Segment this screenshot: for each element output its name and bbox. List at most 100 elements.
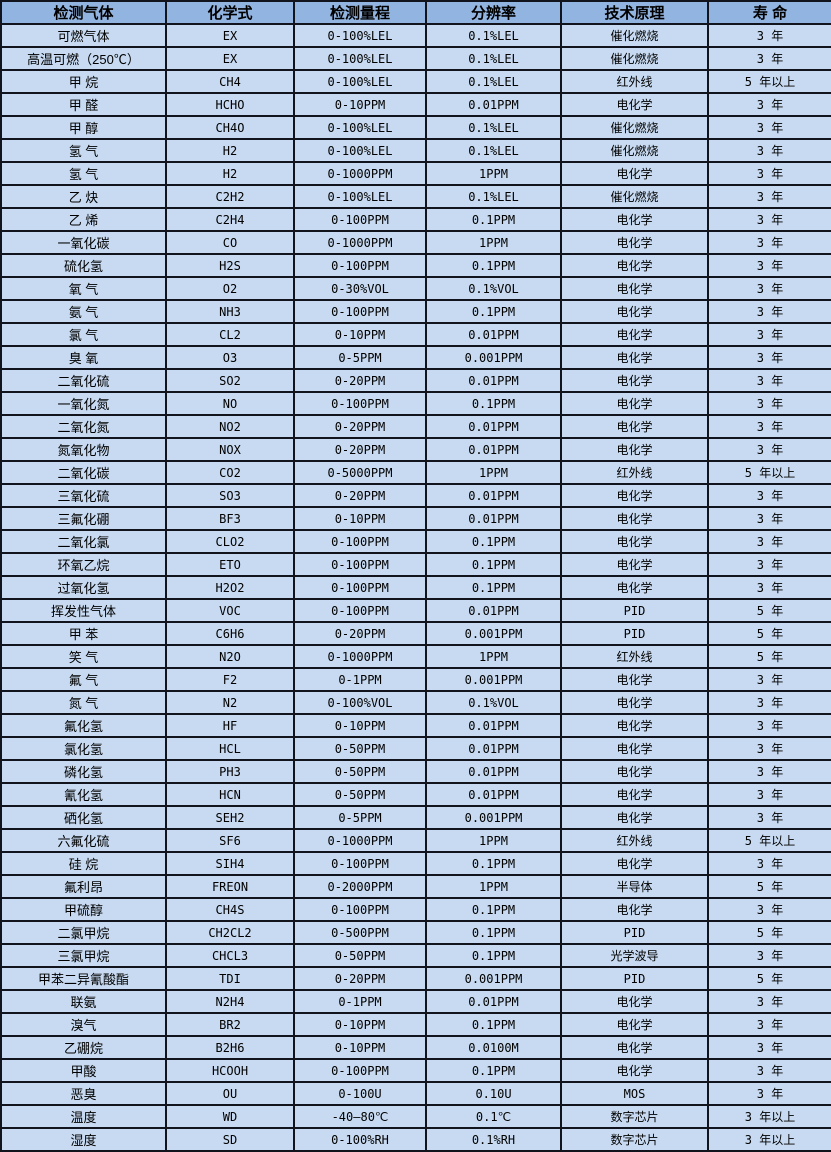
cell-gas: 氮 气 (0, 690, 167, 715)
cell-gas: 硫化氢 (0, 253, 167, 278)
cell-resolution: 0.1PPM (425, 552, 562, 577)
table-row: 二氧化硫 SO2 0-20PPM 0.01PPM 电化学 3 年 (0, 368, 831, 393)
cell-range: -40—80℃ (293, 1104, 427, 1129)
cell-lifespan: 5 年 (707, 598, 831, 623)
cell-gas: 甲 醇 (0, 115, 167, 140)
cell-range: 0-100PPM (293, 598, 427, 623)
cell-lifespan: 3 年 (707, 552, 831, 577)
table-row: 六氟化硫 SF6 0-1000PPM 1PPM 红外线 5 年以上 (0, 828, 831, 853)
cell-range: 0-1PPM (293, 667, 427, 692)
cell-gas: 二氧化硫 (0, 368, 167, 393)
cell-principle: 电化学 (560, 782, 709, 807)
cell-formula: CLO2 (165, 529, 295, 554)
cell-gas: 三氧化硫 (0, 483, 167, 508)
cell-resolution: 0.01PPM (425, 598, 562, 623)
table-row: 湿度 SD 0-100%RH 0.1%RH 数字芯片 3 年以上 (0, 1127, 831, 1152)
cell-range: 0-100PPM (293, 391, 427, 416)
cell-gas: 甲 烷 (0, 69, 167, 94)
table-row: 三氧化硫 SO3 0-20PPM 0.01PPM 电化学 3 年 (0, 483, 831, 508)
table-row: 乙 炔 C2H2 0-100%LEL 0.1%LEL 催化燃烧 3 年 (0, 184, 831, 209)
cell-gas: 氢 气 (0, 138, 167, 163)
cell-lifespan: 3 年 (707, 1058, 831, 1083)
cell-formula: CH4O (165, 115, 295, 140)
cell-lifespan: 3 年以上 (707, 1127, 831, 1152)
cell-formula: WD (165, 1104, 295, 1129)
cell-resolution: 0.1%VOL (425, 690, 562, 715)
cell-principle: PID (560, 966, 709, 991)
cell-lifespan: 5 年 (707, 966, 831, 991)
cell-range: 0-20PPM (293, 368, 427, 393)
table-row: 氟化氢 HF 0-10PPM 0.01PPM 电化学 3 年 (0, 713, 831, 738)
cell-principle: 电化学 (560, 989, 709, 1014)
cell-formula: TDI (165, 966, 295, 991)
cell-lifespan: 3 年 (707, 782, 831, 807)
table-row: 温度 WD -40—80℃ 0.1℃ 数字芯片 3 年以上 (0, 1104, 831, 1129)
cell-principle: 电化学 (560, 851, 709, 876)
cell-range: 0-5PPM (293, 345, 427, 370)
cell-lifespan: 3 年 (707, 437, 831, 462)
table-row: 二氯甲烷 CH2CL2 0-500PPM 0.1PPM PID 5 年 (0, 920, 831, 945)
cell-gas: 挥发性气体 (0, 598, 167, 623)
cell-principle: 电化学 (560, 276, 709, 301)
cell-lifespan: 3 年 (707, 184, 831, 209)
cell-principle: 电化学 (560, 322, 709, 347)
cell-formula: ETO (165, 552, 295, 577)
table-row: 恶臭 OU 0-100U 0.10U MOS 3 年 (0, 1081, 831, 1106)
cell-gas: 乙 烯 (0, 207, 167, 232)
cell-principle: PID (560, 621, 709, 646)
cell-formula: F2 (165, 667, 295, 692)
cell-range: 0-100PPM (293, 207, 427, 232)
cell-gas: 三氟化硼 (0, 506, 167, 531)
cell-formula: SEH2 (165, 805, 295, 830)
cell-lifespan: 3 年 (707, 989, 831, 1014)
table-row: 氟利昂 FREON 0-2000PPM 1PPM 半导体 5 年 (0, 874, 831, 899)
cell-gas: 氟利昂 (0, 874, 167, 899)
cell-principle: 催化燃烧 (560, 138, 709, 163)
cell-lifespan: 3 年 (707, 276, 831, 301)
cell-formula: HF (165, 713, 295, 738)
cell-lifespan: 3 年 (707, 253, 831, 278)
cell-principle: 催化燃烧 (560, 184, 709, 209)
cell-gas: 磷化氢 (0, 759, 167, 784)
cell-formula: H2S (165, 253, 295, 278)
cell-principle: 电化学 (560, 391, 709, 416)
table-row: 磷化氢 PH3 0-50PPM 0.01PPM 电化学 3 年 (0, 759, 831, 784)
table-row: 溴气 BR2 0-10PPM 0.1PPM 电化学 3 年 (0, 1012, 831, 1037)
cell-lifespan: 3 年 (707, 207, 831, 232)
cell-range: 0-100%LEL (293, 69, 427, 94)
table-body: 可燃气体 EX 0-100%LEL 0.1%LEL 催化燃烧 3 年高温可燃（250℃） E… (0, 23, 831, 1152)
cell-range: 0-100PPM (293, 552, 427, 577)
cell-resolution: 0.01PPM (425, 713, 562, 738)
cell-lifespan: 3 年 (707, 736, 831, 761)
cell-principle: 红外线 (560, 644, 709, 669)
cell-principle: 电化学 (560, 529, 709, 554)
cell-resolution: 0.1PPM (425, 299, 562, 324)
table-row: 氯化氢 HCL 0-50PPM 0.01PPM 电化学 3 年 (0, 736, 831, 761)
cell-principle: 红外线 (560, 69, 709, 94)
cell-resolution: 1PPM (425, 644, 562, 669)
cell-formula: SO2 (165, 368, 295, 393)
cell-lifespan: 3 年 (707, 391, 831, 416)
cell-resolution: 0.01PPM (425, 322, 562, 347)
cell-formula: CL2 (165, 322, 295, 347)
cell-formula: BR2 (165, 1012, 295, 1037)
column-header-resolution: 分辨率 (425, 0, 562, 25)
cell-formula: C2H4 (165, 207, 295, 232)
table-row: 氟 气 F2 0-1PPM 0.001PPM 电化学 3 年 (0, 667, 831, 692)
cell-lifespan: 3 年 (707, 230, 831, 255)
table-row: 氯 气 CL2 0-10PPM 0.01PPM 电化学 3 年 (0, 322, 831, 347)
table-row: 乙硼烷 B2H6 0-10PPM 0.0100M 电化学 3 年 (0, 1035, 831, 1060)
cell-range: 0-50PPM (293, 736, 427, 761)
cell-gas: 氢 气 (0, 161, 167, 186)
table-row: 二氧化碳 CO2 0-5000PPM 1PPM 红外线 5 年以上 (0, 460, 831, 485)
cell-lifespan: 3 年 (707, 529, 831, 554)
table-row: 一氧化氮 NO 0-100PPM 0.1PPM 电化学 3 年 (0, 391, 831, 416)
cell-gas: 甲苯二异氰酸酯 (0, 966, 167, 991)
cell-lifespan: 3 年 (707, 368, 831, 393)
cell-resolution: 0.001PPM (425, 667, 562, 692)
cell-resolution: 0.10U (425, 1081, 562, 1106)
cell-gas: 甲酸 (0, 1058, 167, 1083)
table-row: 氮氧化物 NOX 0-20PPM 0.01PPM 电化学 3 年 (0, 437, 831, 462)
cell-lifespan: 3 年 (707, 667, 831, 692)
table-row: 一氧化碳 CO 0-1000PPM 1PPM 电化学 3 年 (0, 230, 831, 255)
